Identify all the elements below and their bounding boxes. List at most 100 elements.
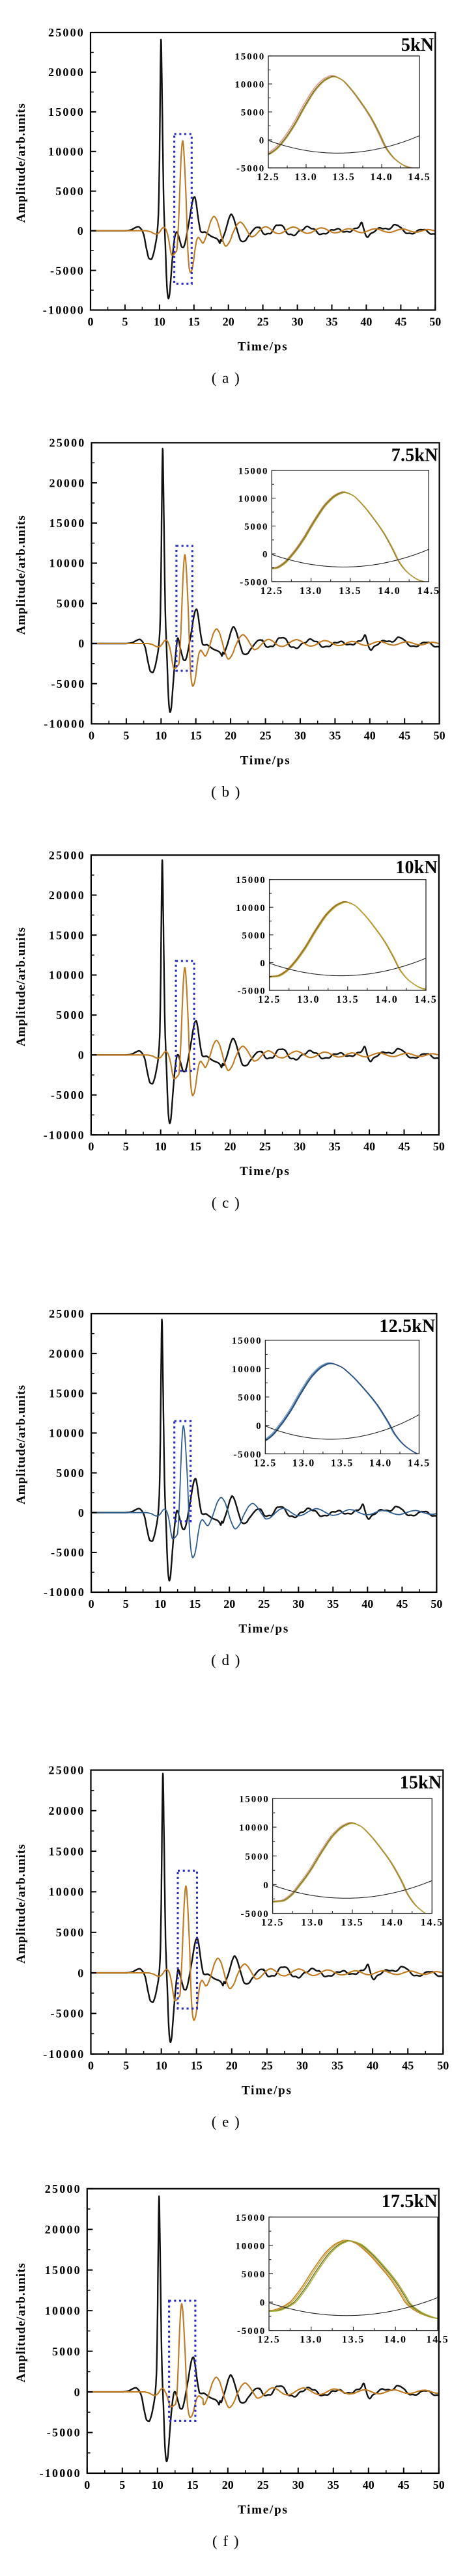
svg-text:45: 45: [395, 316, 406, 329]
svg-text:20000: 20000: [49, 1347, 85, 1360]
svg-text:13.0: 13.0: [297, 994, 320, 1005]
svg-text:13.5: 13.5: [341, 1918, 363, 1929]
svg-text:15: 15: [189, 1597, 201, 1610]
svg-text:25000: 25000: [49, 1764, 85, 1777]
svg-text:10000: 10000: [45, 2304, 81, 2317]
svg-text:0: 0: [263, 1880, 269, 1891]
svg-text:-5000: -5000: [47, 2426, 81, 2439]
svg-text:15: 15: [190, 1140, 201, 1153]
svg-text:14.5: 14.5: [408, 1457, 431, 1469]
svg-text:15000: 15000: [49, 929, 85, 942]
svg-text:45: 45: [399, 729, 410, 742]
svg-text:12.5: 12.5: [258, 994, 281, 1005]
svg-text:14.0: 14.0: [370, 172, 393, 183]
svg-text:14.5: 14.5: [414, 994, 437, 1005]
svg-text:20000: 20000: [49, 1804, 85, 1817]
svg-text:40: 40: [363, 1140, 375, 1153]
svg-text:0: 0: [89, 1597, 94, 1610]
svg-text:5000: 5000: [56, 1467, 85, 1480]
svg-text:Time/ps: Time/ps: [242, 2084, 292, 2098]
svg-text:13.0: 13.0: [300, 586, 322, 597]
svg-text:Time/ps: Time/ps: [238, 2503, 289, 2517]
svg-text:0: 0: [260, 958, 266, 969]
svg-text:10: 10: [154, 1597, 166, 1610]
svg-text:10000: 10000: [49, 1427, 85, 1440]
svg-text:14.0: 14.0: [369, 1457, 392, 1469]
svg-text:-5000: -5000: [240, 577, 268, 588]
svg-text:15000: 15000: [49, 517, 86, 530]
svg-text:14.0: 14.0: [380, 1918, 403, 1929]
svg-text:14.0: 14.0: [384, 2335, 407, 2346]
svg-text:5: 5: [123, 2059, 129, 2072]
svg-text:10: 10: [156, 2059, 167, 2072]
svg-text:15000: 15000: [45, 2264, 81, 2277]
svg-text:25: 25: [257, 2478, 269, 2491]
svg-text:14.0: 14.0: [375, 994, 398, 1005]
svg-text:Time/ps: Time/ps: [240, 1165, 290, 1178]
svg-text:5000: 5000: [244, 522, 268, 532]
svg-text:10000: 10000: [232, 1364, 262, 1375]
svg-text:5kN: 5kN: [401, 35, 434, 55]
svg-text:25: 25: [259, 1140, 271, 1153]
svg-text:30: 30: [294, 1140, 305, 1153]
svg-text:15000: 15000: [235, 52, 266, 62]
svg-text:40: 40: [363, 2478, 374, 2491]
svg-text:-5000: -5000: [238, 986, 266, 997]
svg-text:Amplitude/arb.units: Amplitude/arb.units: [14, 1385, 28, 1504]
svg-text:5000: 5000: [242, 2270, 266, 2280]
svg-text:40: 40: [367, 2059, 378, 2072]
svg-text:Amplitude/arb.units: Amplitude/arb.units: [14, 103, 28, 223]
svg-text:13.5: 13.5: [331, 1457, 354, 1469]
svg-text:35: 35: [329, 1140, 341, 1153]
svg-text:45: 45: [398, 2478, 410, 2491]
svg-text:10000: 10000: [48, 145, 85, 158]
svg-text:5000: 5000: [56, 1009, 85, 1022]
svg-text:50: 50: [429, 316, 441, 329]
svg-text:5: 5: [119, 2478, 125, 2491]
svg-text:45: 45: [396, 1597, 408, 1610]
svg-text:13.5: 13.5: [336, 994, 359, 1005]
svg-text:5: 5: [123, 1597, 129, 1610]
svg-text:-10000: -10000: [44, 1586, 85, 1599]
svg-text:5000: 5000: [238, 1393, 262, 1403]
svg-text:10000: 10000: [236, 903, 266, 914]
svg-text:20000: 20000: [49, 476, 86, 489]
svg-text:10000: 10000: [49, 1886, 85, 1899]
svg-text:20: 20: [225, 729, 236, 742]
svg-text:30: 30: [296, 2059, 308, 2072]
svg-text:Time/ps: Time/ps: [240, 753, 291, 767]
svg-text:( d ): ( d ): [211, 1652, 241, 1668]
svg-text:0: 0: [84, 2478, 90, 2491]
svg-text:-5000: -5000: [51, 1089, 85, 1102]
svg-text:( e ): ( e ): [212, 2114, 241, 2130]
svg-text:14.5: 14.5: [408, 172, 431, 183]
svg-text:( f ): ( f ): [212, 2533, 240, 2549]
svg-text:0: 0: [262, 550, 268, 560]
svg-text:15000: 15000: [232, 1336, 262, 1346]
svg-text:25000: 25000: [49, 437, 86, 450]
svg-text:14.0: 14.0: [378, 586, 401, 597]
svg-text:0: 0: [78, 1506, 85, 1519]
svg-text:25: 25: [257, 316, 269, 329]
svg-text:Amplitude/arb.units: Amplitude/arb.units: [14, 2262, 28, 2382]
svg-text:35: 35: [327, 1597, 339, 1610]
svg-text:13.5: 13.5: [342, 2335, 365, 2346]
svg-text:0: 0: [74, 2385, 81, 2398]
svg-text:7.5kN: 7.5kN: [391, 445, 438, 465]
svg-text:20: 20: [225, 1140, 236, 1153]
svg-text:15000: 15000: [49, 1845, 85, 1858]
svg-text:40: 40: [360, 316, 372, 329]
svg-text:0: 0: [78, 637, 85, 650]
svg-text:25000: 25000: [48, 26, 85, 39]
svg-text:20000: 20000: [48, 66, 85, 79]
svg-text:5000: 5000: [57, 597, 86, 610]
svg-text:13.0: 13.0: [300, 2335, 322, 2346]
svg-text:( c ): ( c ): [212, 1195, 241, 1211]
svg-text:25000: 25000: [49, 1307, 85, 1320]
svg-text:15000: 15000: [236, 2213, 266, 2223]
svg-text:10000: 10000: [236, 2241, 266, 2251]
svg-text:50: 50: [433, 1140, 445, 1153]
svg-text:20000: 20000: [49, 889, 85, 902]
svg-text:-5000: -5000: [51, 2007, 85, 2020]
svg-text:15: 15: [187, 2478, 199, 2491]
